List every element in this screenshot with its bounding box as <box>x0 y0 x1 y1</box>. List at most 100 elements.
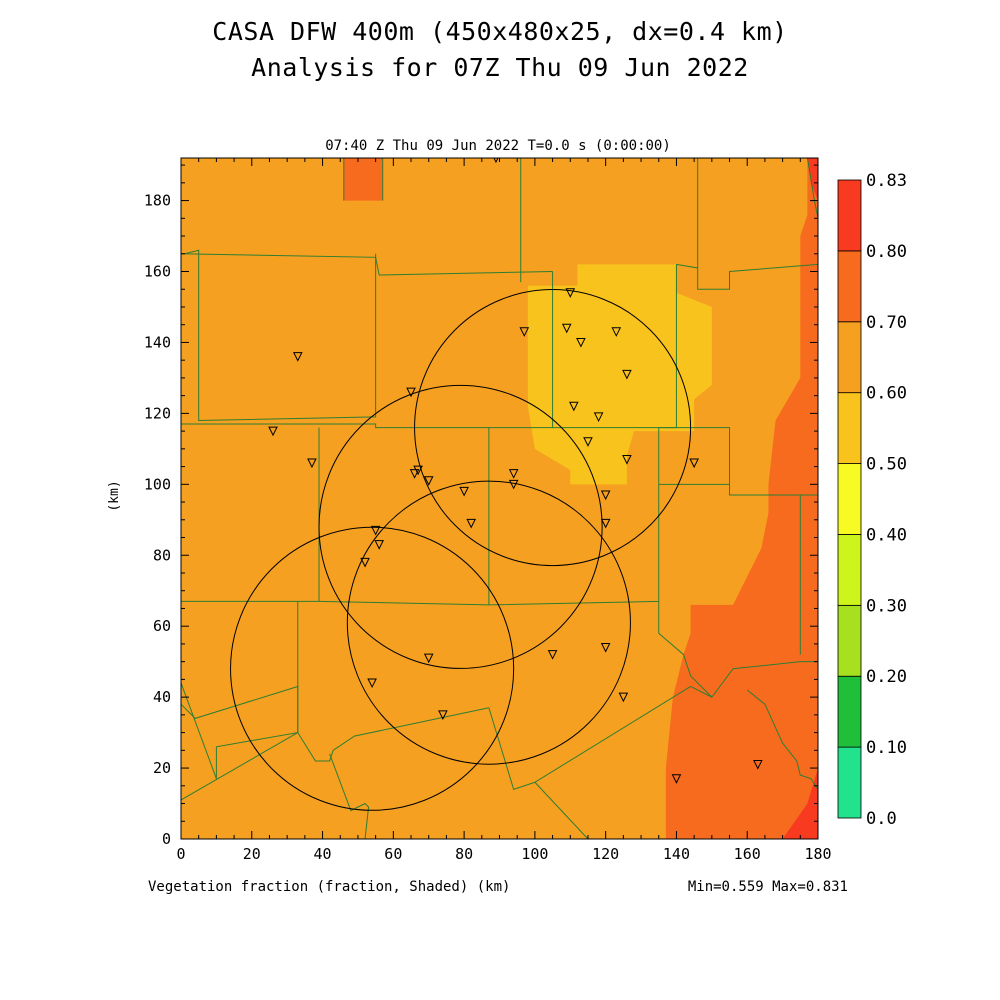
boundary-line-16 <box>181 685 489 762</box>
y-axis: 0 20 40 60 80 100 120 140 160 180 <box>144 164 818 848</box>
colorbar-swatch-0 <box>837 746 862 819</box>
boundary-line-15 <box>215 601 299 779</box>
station-marker-22 <box>600 490 611 501</box>
x-tick-label-5: 100 <box>521 845 548 863</box>
station-marker-6 <box>622 369 632 380</box>
x-tick-label-1: 20 <box>243 845 261 863</box>
colorbar-swatch-5 <box>837 392 862 464</box>
county-boundaries <box>181 158 818 839</box>
station-marker-31 <box>367 678 377 689</box>
boundary-line-11 <box>181 427 660 606</box>
range-ring-2 <box>346 480 631 765</box>
boundary-line-14 <box>658 601 818 698</box>
boundary-line-19 <box>329 753 370 839</box>
station-marker-7 <box>292 352 303 362</box>
boundary-line-8 <box>181 423 553 429</box>
y-tick-label-2: 40 <box>153 688 171 706</box>
colorbar-label-6: 0.60 <box>866 384 907 404</box>
colorbar-label-7: 0.70 <box>866 313 907 333</box>
station-marker-34 <box>671 774 682 784</box>
station-marker-19 <box>508 469 519 479</box>
station-marker-15 <box>307 458 317 469</box>
station-marker-2 <box>519 327 530 337</box>
station-marker-28 <box>423 653 434 664</box>
shade-region-3 <box>527 264 712 485</box>
y-tick-label-6: 120 <box>144 404 171 422</box>
colorbar-swatch-4 <box>837 463 862 535</box>
station-marker-18 <box>423 476 434 486</box>
station-marker-32 <box>618 692 629 703</box>
station-marker-27 <box>360 557 370 568</box>
station-marker-25 <box>370 525 381 536</box>
colorbar-label-0: 0.0 <box>866 809 897 829</box>
station-marker-4 <box>576 337 586 348</box>
shade-region-2 <box>343 158 383 201</box>
footer-min-max: Min=0.559 Max=0.831 <box>688 879 848 895</box>
x-tick-label-0: 0 <box>176 845 185 863</box>
colorbar-label-5: 0.50 <box>866 455 907 475</box>
colorbar-label-3: 0.30 <box>866 596 907 616</box>
boundary-line-0 <box>181 253 553 276</box>
station-marker-26 <box>374 540 384 550</box>
radar-range-rings <box>230 289 692 811</box>
shade-region-1 <box>665 158 818 839</box>
colorbar-label-1: 0.10 <box>866 738 907 758</box>
colorbar-swatch-8 <box>837 179 862 252</box>
station-marker-5 <box>611 327 622 337</box>
station-marker-23 <box>466 518 476 529</box>
y-axis-label: (km) <box>107 480 122 511</box>
colorbar-swatch-2 <box>837 604 862 677</box>
colorbar-swatch-3 <box>837 534 862 606</box>
colorbar-label-9: 0.83 <box>866 171 907 191</box>
boundary-line-1 <box>552 264 677 429</box>
boundary-line-23 <box>746 689 818 790</box>
station-marker-3 <box>561 323 572 334</box>
station-marker-11 <box>268 426 278 437</box>
y-tick-label-3: 60 <box>153 617 171 635</box>
chart-title: CASA DFW 400m (450x480x25, dx=0.4 km) An… <box>0 14 1000 86</box>
y-tick-label-1: 20 <box>153 759 171 777</box>
station-marker-29 <box>547 650 558 660</box>
colorbar-swatch-7 <box>837 250 862 323</box>
title-line-1: CASA DFW 400m (450x480x25, dx=0.4 km) <box>212 17 788 46</box>
colorbar-swatch-1 <box>837 675 862 748</box>
boundary-line-21 <box>534 781 589 839</box>
boundary-line-22 <box>690 686 713 698</box>
y-tick-label-9: 180 <box>144 192 171 210</box>
y-tick-label-5: 100 <box>144 475 171 493</box>
colorbar: 0.0 0.10 0.20 0.30 0.40 0.50 0.60 0.70 0.80 0.83 <box>837 171 907 829</box>
station-marker-10 <box>593 412 604 423</box>
colorbar-label-4: 0.40 <box>866 525 907 545</box>
station-marker-35 <box>753 760 763 770</box>
range-ring-1 <box>318 384 603 669</box>
range-ring-0 <box>414 289 692 567</box>
x-tick-label-4: 80 <box>455 845 473 863</box>
boundary-line-12 <box>658 427 801 655</box>
x-tick-label-8: 160 <box>734 845 761 863</box>
x-tick-label-3: 60 <box>384 845 402 863</box>
y-tick-label-4: 80 <box>153 546 171 564</box>
y-tick-label-0: 0 <box>162 830 171 848</box>
boundary-line-20 <box>488 686 691 790</box>
boundary-line-17 <box>181 732 299 801</box>
station-marker-13 <box>622 454 632 465</box>
boundary-line-2 <box>676 263 818 290</box>
station-marker-12 <box>583 437 593 447</box>
station-marker-33 <box>438 710 448 720</box>
colorbar-label-8: 0.80 <box>866 242 907 262</box>
station-marker-21 <box>459 486 469 497</box>
x-tick-label-2: 40 <box>314 845 332 863</box>
plot-subtitle: 07:40 Z Thu 09 Jun 2022 T=0.0 s (0:00:00… <box>325 138 671 154</box>
station-marker-9 <box>569 401 579 412</box>
station-marker-24 <box>600 518 611 529</box>
station-markers <box>268 158 763 784</box>
station-marker-8 <box>406 387 416 398</box>
y-tick-label-8: 160 <box>144 263 171 281</box>
x-tick-label-9: 180 <box>804 845 831 863</box>
shade-region-4 <box>782 768 818 839</box>
x-tick-label-7: 140 <box>663 845 690 863</box>
station-marker-14 <box>689 458 699 469</box>
colorbar-label-2: 0.20 <box>866 667 907 687</box>
footer-variable-label: Vegetation fraction (fraction, Shaded) (… <box>148 879 510 895</box>
